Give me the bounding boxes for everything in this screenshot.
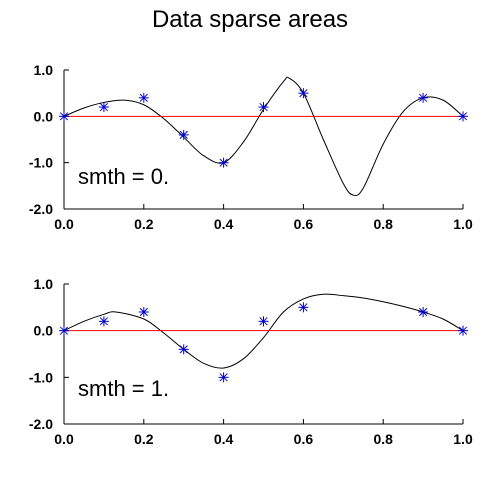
x-tick-label: 0.6: [294, 216, 314, 232]
x-tick-label: 0.4: [214, 216, 234, 232]
smoothed-curve: [63, 293, 464, 369]
x-tick-label: 0.4: [214, 431, 234, 447]
y-tick-label: 0.0: [34, 323, 54, 339]
data-point-marker: [59, 111, 69, 122]
y-tick-label: 0.0: [34, 108, 54, 124]
y-tick-label: -2.0: [29, 201, 53, 217]
chart-panel-1: 0.0 0.2 0.4 0.6 0.8 1.0 1.0 0.0 -1.0 -2.0 smth = 0…: [29, 62, 473, 232]
x-tick-label: 1.0: [453, 216, 473, 232]
x-tick-label: 0.8: [373, 216, 393, 232]
data-point-marker: [98, 316, 109, 327]
y-tick-label: -1.0: [29, 155, 53, 171]
smoothing-annotation: smth = 0.: [78, 164, 169, 189]
data-point-marker: [138, 92, 149, 103]
x-tick-label: 0.0: [54, 431, 74, 447]
y-tick-label: -1.0: [29, 369, 53, 385]
data-point-marker: [218, 372, 229, 383]
y-tick-label: 1.0: [34, 62, 54, 78]
data-point-marker: [458, 325, 468, 336]
smoothing-annotation: smth = 1.: [78, 376, 169, 401]
y-tick-label: 1.0: [34, 276, 54, 292]
smoothed-curve: [63, 76, 464, 197]
data-point-marker: [458, 111, 468, 122]
x-tick-label: 0.8: [373, 431, 393, 447]
data-point-marker: [418, 307, 429, 317]
data-point-marker: [218, 157, 229, 168]
data-point-marker: [258, 316, 269, 327]
chart-title: Data sparse areas: [151, 6, 349, 33]
data-point-marker: [138, 307, 149, 317]
data-point-marker: [298, 302, 309, 313]
y-tick-label: -2.0: [29, 416, 53, 432]
chart-panel-2: 0.0 0.2 0.4 0.6 0.8 1.0 1.0 0.0 -1.0 -2.0 smth = 1…: [29, 276, 473, 447]
x-tick-label: 1.0: [453, 431, 473, 447]
data-point-marker: [178, 344, 189, 355]
x-tick-label: 0.0: [54, 216, 74, 232]
x-tick-label: 0.6: [294, 431, 314, 447]
data-point-marker: [98, 102, 109, 113]
x-tick-label: 0.2: [134, 216, 154, 232]
data-point-marker: [418, 92, 429, 103]
data-point-marker: [178, 129, 189, 140]
x-tick-label: 0.2: [134, 431, 154, 447]
data-point-marker: [258, 102, 269, 113]
data-point-marker: [59, 325, 69, 336]
data-point-marker: [298, 88, 309, 99]
